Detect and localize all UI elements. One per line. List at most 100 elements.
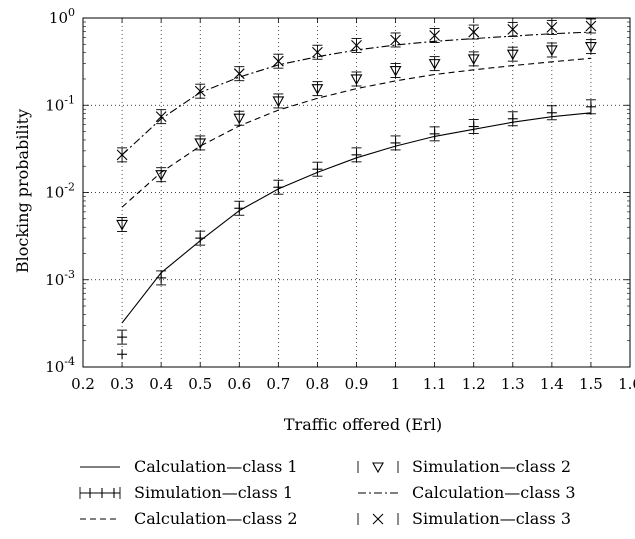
- y-tick-label: 100: [49, 6, 75, 27]
- marker-stroke: [429, 30, 441, 41]
- marker-stroke: [585, 20, 597, 32]
- x-tick-label: 0.4: [149, 375, 173, 393]
- data-point: [506, 49, 519, 61]
- marker-shape: [233, 113, 246, 125]
- data-point: [155, 170, 168, 181]
- data-point: [155, 111, 167, 123]
- x-tick-label: 0.5: [188, 375, 212, 393]
- series-2: [117, 99, 596, 360]
- data-point: [585, 20, 597, 32]
- legend-label: Calculation—class 2: [134, 509, 298, 528]
- series-4: [116, 39, 597, 232]
- marker-shape: [194, 138, 207, 150]
- x-tick-label: 0.9: [345, 375, 369, 393]
- marker-stroke: [468, 26, 480, 38]
- legend-item: Simulation—class 1: [79, 483, 293, 502]
- data-point: [468, 121, 479, 132]
- marker-stroke: [194, 85, 206, 97]
- data-point: [195, 233, 206, 244]
- marker-shape: [372, 462, 384, 474]
- data-point: [546, 22, 558, 33]
- data-point: [467, 54, 480, 66]
- marker-stroke: [372, 513, 384, 525]
- data-point: [312, 164, 323, 175]
- legend: Calculation—class 1 Simulation—class 1 Cal…: [79, 457, 576, 528]
- data-point: [390, 137, 401, 148]
- data-point: [116, 219, 129, 231]
- marker-stroke: [272, 55, 284, 67]
- x-tick-label: 1: [391, 375, 401, 393]
- marker-stroke: [155, 111, 167, 123]
- data-point: [429, 128, 440, 139]
- legend-marker: [372, 462, 384, 474]
- x-tick-label: 1.1: [423, 375, 447, 393]
- data-point: [116, 149, 128, 161]
- series-line: [121, 112, 591, 324]
- data-point: [389, 65, 402, 77]
- grid: [83, 18, 630, 367]
- x-tick-label: 1.2: [462, 375, 486, 393]
- series-layer: [116, 18, 597, 360]
- data-point: [584, 42, 597, 53]
- marker-stroke: [390, 34, 401, 46]
- marker-shape: [584, 42, 597, 53]
- data-point: [585, 101, 596, 112]
- marker-stroke: [233, 68, 245, 80]
- series-line: [121, 57, 591, 208]
- marker-shape: [155, 170, 168, 181]
- marker-shape: [467, 54, 480, 66]
- x-tick-label: 0.8: [305, 375, 329, 393]
- x-tick-label: 0.7: [266, 375, 290, 393]
- x-tick-label: 1.4: [540, 375, 564, 393]
- data-point: [351, 40, 362, 51]
- legend-marker: [372, 513, 384, 525]
- y-axis-title: Blocking probability: [13, 109, 32, 273]
- data-point: [546, 107, 557, 118]
- data-point: [468, 26, 480, 38]
- marker-stroke: [312, 46, 323, 58]
- data-point: [428, 59, 441, 70]
- data-point: [233, 113, 246, 125]
- marker-shape: [428, 59, 441, 70]
- data-point: [233, 68, 245, 80]
- legend-item: Calculation—class 1: [80, 457, 298, 476]
- y-tick-label: 10-1: [45, 93, 75, 114]
- x-tick-label: 0.3: [110, 375, 134, 393]
- series-6: [116, 18, 597, 163]
- legend-label: Calculation—class 1: [134, 457, 298, 476]
- ticks: 0.2 0.3 0.4 0.5 0.6 0.7 0.8 0.9 1 1.1 1.2 1.3 1.4 1.5…: [45, 6, 635, 393]
- data-point: [272, 55, 284, 67]
- data-point: [429, 30, 441, 41]
- y-tick-label: 10-3: [45, 268, 75, 289]
- data-point: [350, 74, 363, 86]
- data-point: [507, 113, 518, 124]
- data-point: [272, 96, 285, 108]
- marker-stroke: [116, 149, 128, 161]
- data-point: [117, 332, 128, 343]
- data-point: [194, 138, 207, 150]
- marker-shape: [545, 45, 558, 57]
- legend-item: Calculation—class 2: [80, 509, 298, 528]
- marker-shape: [350, 74, 363, 86]
- legend-label: Simulation—class 2: [412, 457, 571, 476]
- data-point: [507, 24, 519, 35]
- legend-label: Calculation—class 3: [412, 483, 576, 502]
- data-point: [273, 182, 284, 193]
- data-point: [390, 34, 401, 46]
- legend-item: Calculation—class 3: [358, 483, 576, 502]
- data-point: [117, 349, 128, 360]
- data-point: [194, 85, 206, 97]
- marker-stroke: [351, 40, 362, 51]
- marker-shape: [389, 65, 402, 77]
- legend-label: Simulation—class 1: [134, 483, 293, 502]
- data-point: [156, 272, 167, 283]
- series-3: [121, 57, 591, 208]
- x-tick-label: 1.6: [618, 375, 635, 393]
- data-point: [351, 149, 362, 160]
- x-tick-label: 0.6: [227, 375, 251, 393]
- marker-shape: [311, 84, 324, 95]
- x-tick-label: 1.5: [579, 375, 603, 393]
- series-1: [121, 112, 591, 324]
- x-tick-label: 1.3: [501, 375, 525, 393]
